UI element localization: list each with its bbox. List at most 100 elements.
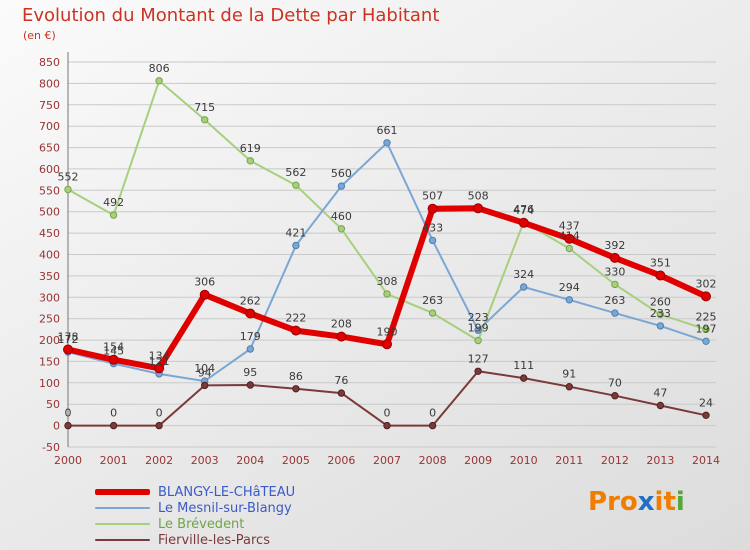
value-label: 414 [559,230,580,243]
value-label: 127 [468,352,489,365]
data-point [611,280,619,289]
value-label: 70 [608,377,622,390]
data-point [702,337,710,345]
y-tick-label: 650 [39,142,60,155]
data-point [428,421,437,430]
data-point [565,244,573,253]
data-point [292,385,300,393]
data-point [64,421,72,430]
value-label: 806 [149,62,170,75]
data-point [382,339,392,350]
data-point [108,354,119,365]
value-label: 460 [331,210,352,223]
line-chart: -50 0 50 100 150 200 250 300 350 400 450 500 550 600 6… [39,52,720,467]
x-tick-label: 2002 [145,454,173,467]
value-label: 179 [240,330,261,343]
value-label: 560 [331,167,352,180]
data-point [337,389,346,397]
y-tick-label: 300 [39,291,60,304]
data-point [564,233,575,244]
data-point [109,211,118,219]
data-point [155,421,163,430]
data-point [701,291,711,302]
legend-line-sample [95,489,150,495]
y-tick-label: -50 [42,441,60,454]
data-point [609,252,620,263]
logo-letter: i [675,487,685,517]
value-label: 178 [58,331,79,344]
data-point [245,308,256,319]
value-label: 0 [65,407,72,420]
y-tick-label: 350 [39,270,60,283]
data-point [246,345,255,353]
legend: BLANGY-LE-CHâTEAU Le Mesnil-sur-Blangy Le … [95,484,295,548]
logo-letter: P [588,487,608,517]
legend-item: Fierville-les-Parcs [95,532,295,548]
data-point [246,381,255,389]
data-point [428,309,437,317]
value-label: 552 [58,171,79,184]
value-label: 476 [513,203,534,216]
legend-item: BLANGY-LE-CHâTEAU [95,484,295,500]
data-point [474,336,482,345]
value-label: 306 [194,276,215,289]
value-label: 199 [468,322,489,335]
value-label: 421 [285,227,306,240]
value-label: 104 [194,362,215,375]
legend-line-sample [95,539,150,541]
value-label: 111 [513,359,534,372]
logo-letter: i [654,487,664,517]
value-label: 0 [384,407,391,420]
value-label: 95 [243,366,257,379]
x-tick-label: 2005 [282,454,310,467]
data-point [655,270,666,281]
value-label: 351 [650,257,671,270]
data-point [290,325,301,336]
x-tick-label: 2009 [464,454,492,467]
data-point [656,310,665,319]
value-label: 121 [149,355,170,368]
value-label: 302 [696,277,717,290]
legend-series-name: Fierville-les-Parcs [158,532,270,548]
value-label: 0 [110,407,117,420]
y-tick-label: 750 [39,99,60,112]
y-tick-label: 200 [39,334,60,347]
logo-letter: t [663,487,676,517]
value-label: 474 [513,204,534,217]
x-tick-label: 2003 [191,454,219,467]
legend-series-name: Le Mesnil-sur-Blangy [158,500,292,516]
data-point [702,411,710,419]
y-tick-label: 800 [39,77,60,90]
value-label: 47 [653,387,667,400]
proxiti-logo: Proxiti [588,487,685,517]
data-point [383,421,391,430]
data-point [428,236,437,245]
data-point [383,139,391,147]
y-tick-label: 150 [39,355,60,368]
logo-letter: x [637,487,655,517]
data-point [520,374,528,382]
value-label: 715 [194,101,215,114]
value-label: 392 [604,239,625,252]
y-tick-label: 600 [39,163,60,176]
legend-line-sample [95,523,150,525]
y-tick-label: 400 [39,249,60,262]
data-point [337,182,346,190]
data-point [656,322,665,330]
value-label: 661 [377,124,398,137]
x-tick-label: 2007 [373,454,401,467]
value-label: 223 [468,311,489,324]
data-point [246,157,255,165]
legend-series-name: BLANGY-LE-CHâTEAU [158,484,296,500]
value-label: 0 [429,407,436,420]
y-tick-label: 0 [53,420,60,433]
value-label: 262 [240,295,261,308]
legend-series-name: Le Brévedent [158,516,245,532]
value-label: 0 [156,407,163,420]
chart-subtitle: (en €) [23,29,56,42]
x-tick-label: 2001 [100,454,128,467]
value-label: 190 [377,325,398,338]
data-point [565,383,573,391]
value-label: 145 [103,345,124,358]
